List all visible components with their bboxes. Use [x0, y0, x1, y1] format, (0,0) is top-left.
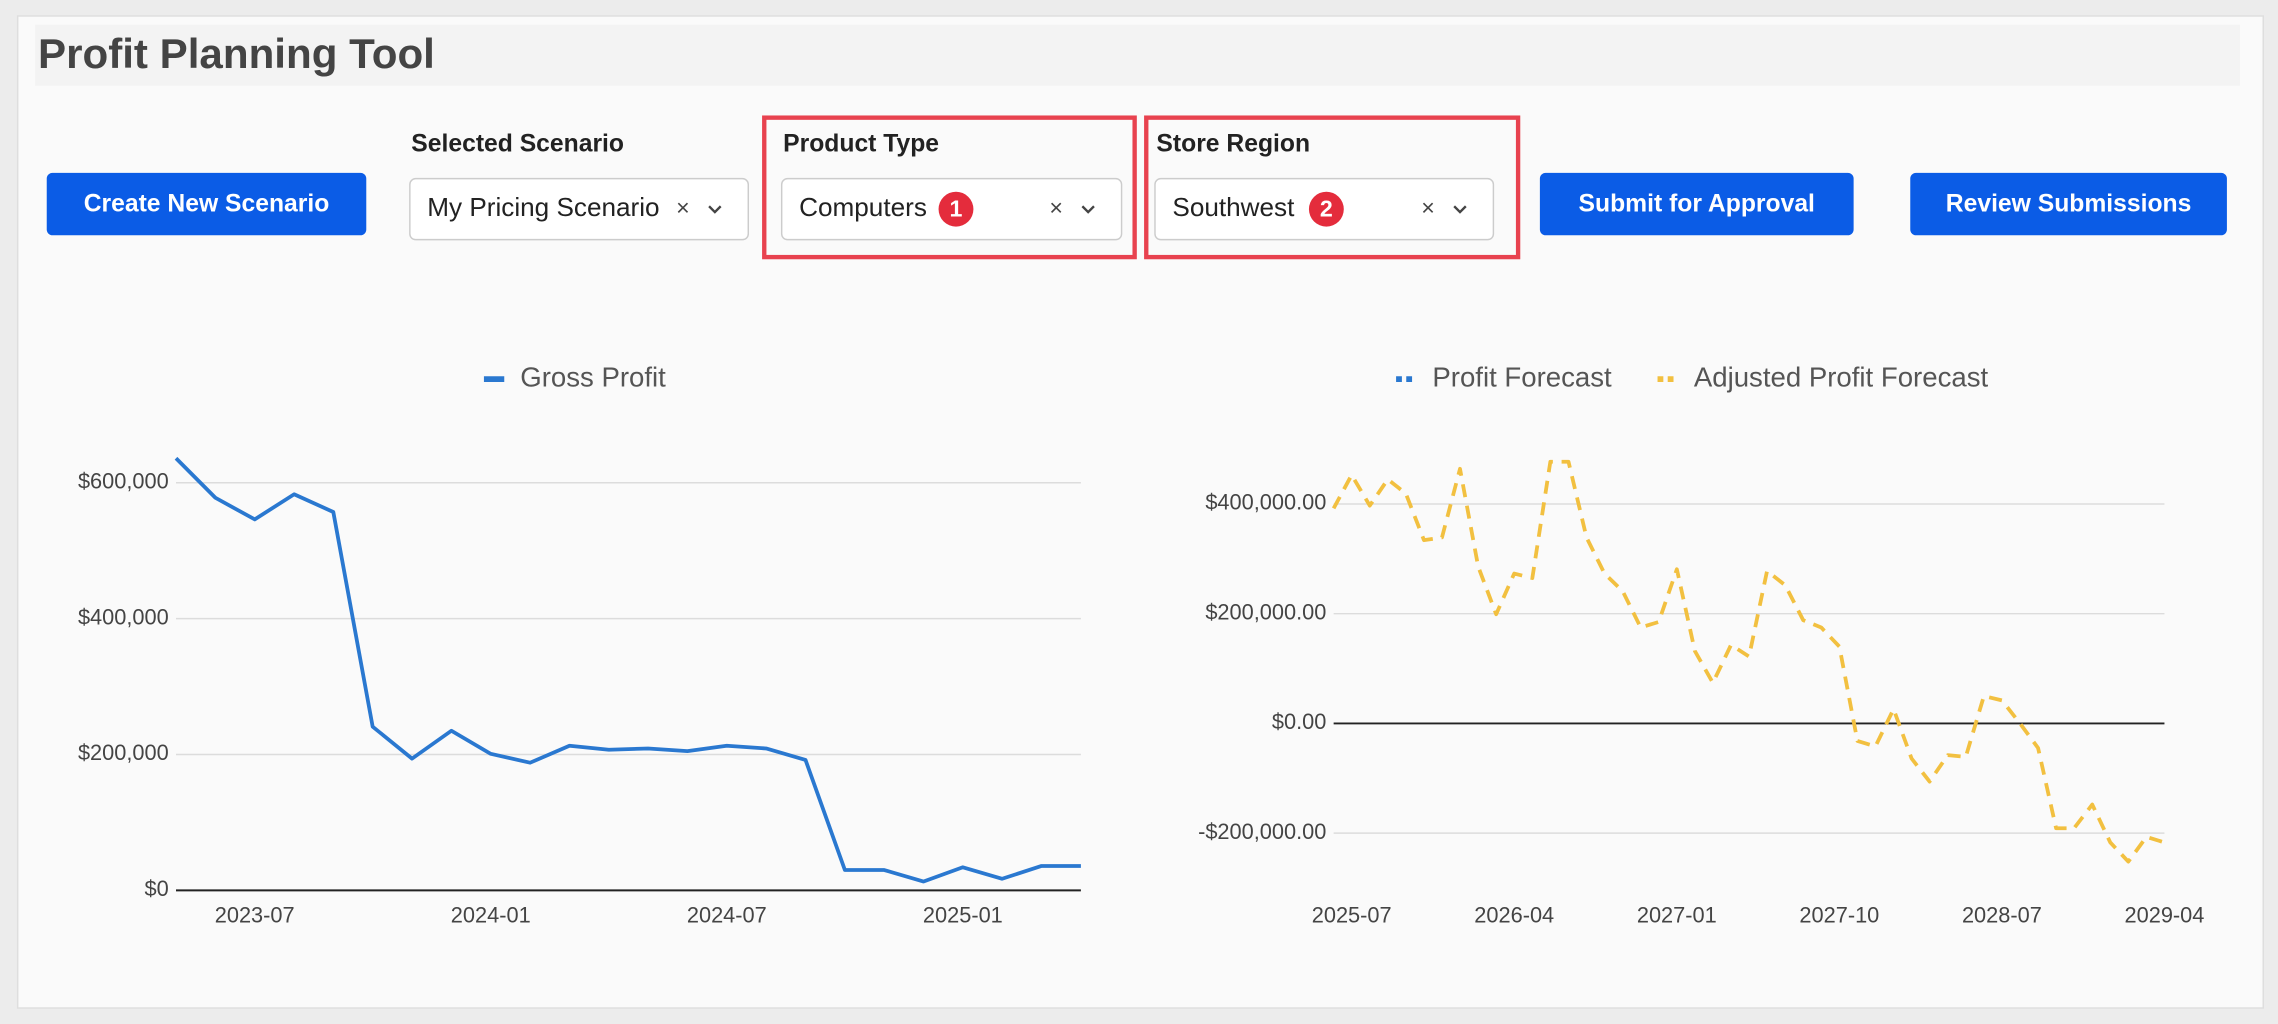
dropdown-box[interactable]	[409, 177, 750, 241]
filter-label: Product Type	[783, 131, 939, 158]
y-tick-label: -$200,000.00	[1198, 819, 1326, 844]
title-bar	[35, 24, 2240, 86]
y-tick-label: $200,000.00	[1205, 599, 1326, 624]
y-tick-label: $0.00	[1272, 709, 1326, 734]
x-tick-label: 2025-07	[1312, 902, 1392, 927]
x-tick-label: 2028-07	[1962, 902, 2042, 927]
filter-label: Store Region	[1156, 131, 1310, 158]
data-line	[174, 456, 1081, 884]
region-dropdown[interactable]: Southwest 2 ×	[1154, 177, 1495, 241]
dropdown-value[interactable]: My Pricing Scenario	[427, 192, 659, 222]
y-tick-label: $400,000.00	[1205, 490, 1326, 515]
y-tick-label: $200,000	[78, 740, 169, 765]
badge-number: 1	[950, 196, 963, 222]
create-button[interactable]: Create New Scenario	[46, 172, 367, 236]
x-tick-label: 2024-01	[451, 902, 531, 927]
button-bg[interactable]	[1910, 172, 2227, 236]
dropdown-value[interactable]: Southwest	[1172, 192, 1295, 222]
badge	[938, 191, 974, 227]
filter-label: Selected Scenario	[411, 131, 624, 158]
x-tick-label: 2024-07	[687, 902, 767, 927]
x-tick-label: 2029-04	[2125, 902, 2205, 927]
review-button[interactable]: Review Submissions	[1910, 172, 2227, 236]
chevron-icon[interactable]	[1081, 205, 1095, 214]
button-label[interactable]: Review Submissions	[1946, 190, 2192, 217]
y-tick-label: $600,000	[78, 469, 169, 494]
x-tick-label: 2025-01	[923, 902, 1003, 927]
y-tick-label: $0	[145, 876, 169, 901]
button-bg[interactable]	[46, 172, 367, 236]
legend-label: Profit Forecast	[1432, 361, 1612, 392]
button-label[interactable]: Create New Scenario	[84, 190, 330, 217]
y-tick-label: $400,000	[78, 604, 169, 629]
button-label[interactable]: Submit for Approval	[1579, 190, 1815, 217]
chevron-icon[interactable]	[708, 205, 722, 214]
badge-number: 2	[1320, 196, 1333, 222]
highlight-box	[762, 115, 1137, 260]
legend-label: Adjusted Profit Forecast	[1694, 361, 1989, 392]
data-line	[1331, 459, 2166, 864]
x-tick-label: 2027-10	[1799, 902, 1879, 927]
highlight-box	[1144, 115, 1521, 260]
clear-icon[interactable]: ×	[676, 194, 690, 220]
x-tick-label: 2027-01	[1637, 902, 1717, 927]
button-bg[interactable]	[1539, 172, 1854, 236]
scenario-dropdown[interactable]: My Pricing Scenario ×	[409, 177, 750, 241]
clear-icon[interactable]: ×	[1421, 194, 1435, 220]
x-tick-label: 2026-04	[1474, 902, 1554, 927]
x-tick-label: 2023-07	[215, 902, 295, 927]
page-title: Profit Planning Tool	[38, 30, 435, 77]
dropdown-value[interactable]: Computers	[799, 192, 927, 222]
product-dropdown[interactable]: Computers 1 ×	[780, 177, 1123, 241]
legend-label: Gross Profit	[520, 361, 666, 392]
submit-button[interactable]: Submit for Approval	[1539, 172, 1854, 236]
badge	[1308, 191, 1344, 227]
chevron-icon[interactable]	[1453, 205, 1467, 214]
clear-icon[interactable]: ×	[1049, 194, 1063, 220]
card	[16, 15, 2264, 1009]
